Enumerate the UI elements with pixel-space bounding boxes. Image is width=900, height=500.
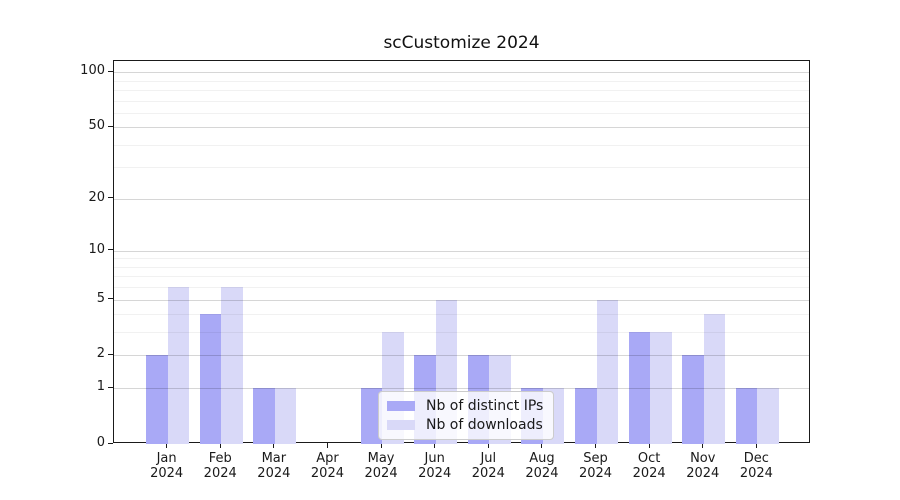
bar-distinct-ips-nov <box>682 355 704 444</box>
x-tick-year: 2024 <box>525 466 559 481</box>
y-tick-label: 20 <box>88 189 105 205</box>
bar-downloads-sep <box>596 299 619 444</box>
x-tick-year: 2024 <box>257 466 291 481</box>
legend-label-distinct-ips: Nb of distinct IPs <box>426 398 544 414</box>
x-tick-label: Jun 2024 <box>403 451 467 481</box>
major-gridline <box>114 127 809 129</box>
minor-gridline <box>114 100 809 102</box>
x-tick-year: 2024 <box>632 466 666 481</box>
y-tick-label: 1 <box>96 379 105 395</box>
major-gridline <box>114 299 809 301</box>
legend-swatch-distinct-ips <box>387 401 415 411</box>
plot-area <box>113 60 810 444</box>
bar-distinct-ips-dec <box>735 388 758 444</box>
bar-distinct-ips-sep <box>575 388 597 444</box>
x-tick-label: Feb 2024 <box>188 451 252 481</box>
x-tick-label: Aug 2024 <box>510 451 574 481</box>
x-tick-year: 2024 <box>578 466 613 481</box>
legend-label-downloads: Nb of downloads <box>426 417 543 433</box>
y-tick-label: 5 <box>96 290 105 306</box>
x-tick-mark <box>755 443 757 448</box>
x-tick-label: Apr 2024 <box>295 451 359 481</box>
minor-gridline <box>114 112 809 114</box>
x-tick-mark <box>487 443 489 448</box>
x-tick-mark <box>702 443 704 448</box>
y-tick-label: 2 <box>96 346 105 362</box>
x-tick-mark <box>166 443 168 448</box>
bar-downloads-nov <box>703 314 726 444</box>
x-tick-mark <box>541 443 543 448</box>
plot-canvas <box>114 61 809 444</box>
x-tick-label: Oct 2024 <box>617 451 681 481</box>
minor-gridline <box>114 144 809 146</box>
x-tick-mark <box>219 443 221 448</box>
x-tick-label: Nov 2024 <box>671 451 735 481</box>
major-gridline <box>114 250 809 252</box>
minor-gridline <box>114 266 809 268</box>
bar-downloads-oct <box>650 332 672 444</box>
bar-distinct-ips-may <box>360 388 383 444</box>
bar-downloads-feb <box>221 287 243 444</box>
x-tick-label: May 2024 <box>349 451 413 481</box>
minor-gridline <box>114 276 809 278</box>
x-tick-label: Jan 2024 <box>135 451 199 481</box>
y-tick-mark <box>108 249 113 251</box>
bar-distinct-ips-feb <box>199 314 222 444</box>
x-tick-mark <box>595 443 597 448</box>
x-tick-year: 2024 <box>364 466 398 481</box>
minor-gridline <box>114 80 809 82</box>
x-tick-year: 2024 <box>471 466 505 481</box>
x-tick-year: 2024 <box>739 466 773 481</box>
major-gridline <box>114 198 809 200</box>
legend: Nb of distinct IPs Nb of downloads <box>378 391 555 440</box>
y-tick-mark <box>108 386 113 388</box>
x-tick-year: 2024 <box>686 466 720 481</box>
y-tick-label: 10 <box>88 241 105 257</box>
bar-distinct-ips-jan <box>146 355 168 444</box>
y-tick-mark <box>108 442 113 444</box>
y-tick-mark <box>108 353 113 355</box>
chart-title: scCustomize 2024 <box>383 33 540 53</box>
x-tick-mark <box>326 443 328 448</box>
y-tick-mark <box>108 197 113 199</box>
y-tick-label: 0 <box>96 435 105 450</box>
x-tick-mark <box>434 443 436 448</box>
x-tick-year: 2024 <box>418 466 452 481</box>
x-tick-mark <box>648 443 650 448</box>
bar-downloads-dec <box>757 388 779 444</box>
x-tick-year: 2024 <box>150 466 184 481</box>
y-tick-mark <box>108 298 113 300</box>
minor-gridline <box>114 287 809 289</box>
bar-distinct-ips-mar <box>253 388 275 444</box>
x-tick-label: Jul 2024 <box>456 451 520 481</box>
x-tick-label: Dec 2024 <box>724 451 788 481</box>
legend-entry-distinct-ips: Nb of distinct IPs <box>387 398 543 414</box>
bar-downloads-mar <box>274 388 297 444</box>
minor-gridline <box>114 167 809 169</box>
minor-gridline <box>114 258 809 260</box>
y-tick-mark <box>108 125 113 127</box>
x-tick-year: 2024 <box>203 466 237 481</box>
bar-distinct-ips-oct <box>628 332 651 444</box>
bar-downloads-jan <box>167 287 190 444</box>
minor-gridline <box>114 89 809 91</box>
x-tick-label: Mar 2024 <box>242 451 306 481</box>
y-tick-label: 100 <box>80 63 105 79</box>
y-tick-mark <box>108 70 113 72</box>
major-gridline <box>114 72 809 74</box>
legend-swatch-downloads <box>387 420 415 430</box>
y-tick-label: 50 <box>88 118 105 134</box>
x-tick-mark <box>273 443 275 448</box>
x-tick-label: Sep 2024 <box>564 451 628 481</box>
legend-entry-downloads: Nb of downloads <box>387 417 543 433</box>
x-tick-year: 2024 <box>310 466 344 481</box>
x-tick-mark <box>380 443 382 448</box>
